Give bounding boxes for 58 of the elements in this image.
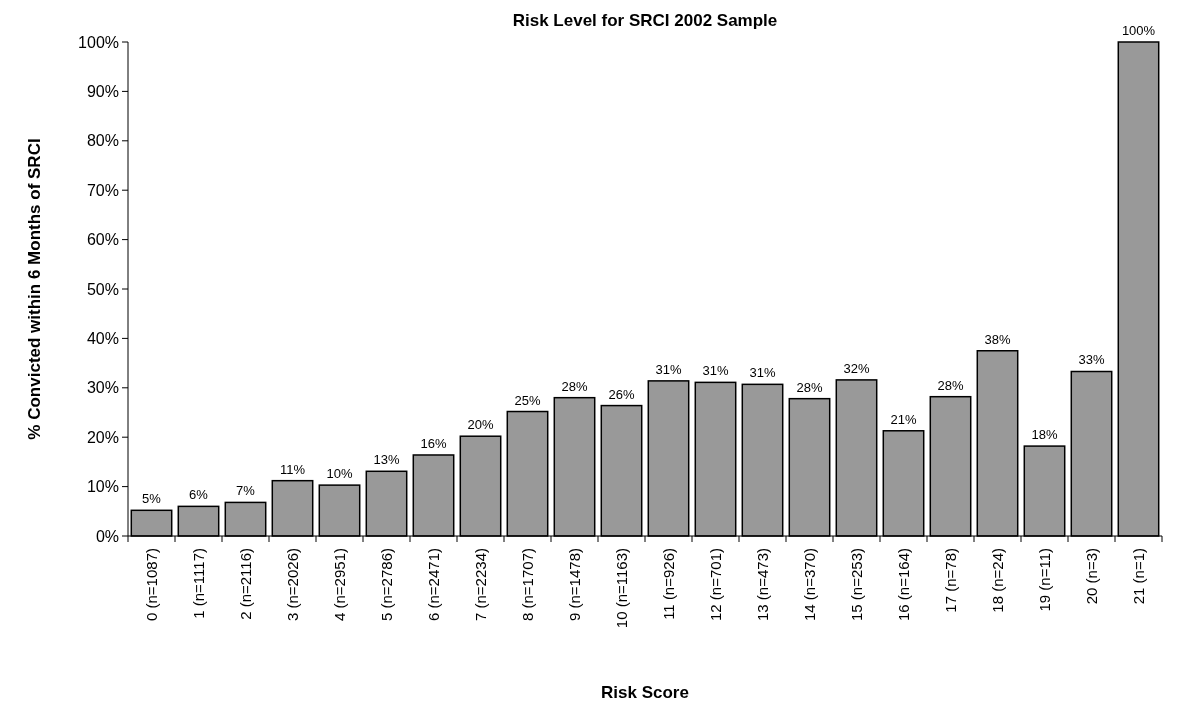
y-tick-label: 0% <box>95 527 119 545</box>
x-tick-label: 14 (n=370) <box>800 548 818 621</box>
x-tick-label: 10 (n=1163) <box>612 548 630 629</box>
y-tick-label: 50% <box>86 280 119 298</box>
data-label: 21% <box>890 411 917 427</box>
data-label: 25% <box>514 392 541 408</box>
data-label: 18% <box>1031 427 1058 443</box>
data-label: 32% <box>843 360 870 376</box>
y-tick-label: 60% <box>86 231 119 249</box>
data-label: 5% <box>142 491 162 507</box>
data-label: 28% <box>561 378 588 394</box>
x-tick-label: 19 (n=11) <box>1035 548 1053 612</box>
y-tick-label: 20% <box>86 428 119 446</box>
y-axis-title: % Convicted within 6 Months of SRCI <box>25 138 44 440</box>
x-tick-label: 21 (n=1) <box>1129 548 1147 605</box>
y-tick-label: 30% <box>86 379 119 397</box>
data-label: 7% <box>236 483 256 499</box>
data-label: 20% <box>467 417 494 433</box>
data-label: 31% <box>749 365 776 381</box>
data-label: 28% <box>937 377 964 393</box>
x-tick-label: 9 (n=1478) <box>565 548 583 621</box>
x-tick-label: 7 (n=2234) <box>471 548 489 621</box>
x-axis-title: Risk Score <box>601 683 689 702</box>
x-tick-label: 20 (n=3) <box>1082 548 1100 605</box>
x-tick-label: 8 (n=1707) <box>518 548 536 621</box>
x-tick-label: 2 (n=2116) <box>236 548 254 620</box>
data-label: 13% <box>373 452 400 468</box>
data-label: 31% <box>655 361 682 377</box>
data-label: 6% <box>189 487 209 503</box>
data-label: 33% <box>1078 352 1105 368</box>
data-label: 10% <box>326 466 353 482</box>
x-tick-label: 4 (n=2951) <box>330 548 348 621</box>
data-label: 26% <box>608 386 635 402</box>
x-tick-label: 0 (n=1087) <box>142 548 160 621</box>
x-tick-label: 1 (n=1117) <box>189 548 207 619</box>
data-label: 100% <box>1121 23 1156 38</box>
x-tick-label: 12 (n=701) <box>706 548 724 621</box>
x-tick-label: 15 (n=253) <box>847 548 865 621</box>
x-tick-label: 3 (n=2026) <box>283 548 301 621</box>
x-tick-label: 13 (n=473) <box>753 548 771 621</box>
x-tick-label: 17 (n=78) <box>941 548 959 613</box>
data-label: 16% <box>420 435 447 451</box>
x-tick-label: 5 (n=2786) <box>377 548 395 621</box>
x-tick-label: 18 (n=24) <box>988 548 1006 613</box>
y-tick-label: 100% <box>78 33 119 51</box>
y-tick-label: 40% <box>86 330 119 347</box>
y-tick-label: 70% <box>86 181 119 199</box>
y-tick-label: 80% <box>86 132 119 150</box>
x-tick-label: 16 (n=164) <box>894 548 912 621</box>
data-label: 11% <box>279 461 306 477</box>
x-tick-label: 11 (n=926) <box>659 548 677 620</box>
data-label: 28% <box>796 379 823 395</box>
y-tick-label: 90% <box>86 83 119 100</box>
data-label: 38% <box>984 331 1011 347</box>
data-label: 31% <box>702 363 729 379</box>
x-tick-label: 6 (n=2471) <box>424 548 442 621</box>
chart-title: Risk Level for SRCI 2002 Sample <box>512 11 778 30</box>
y-tick-label: 10% <box>86 478 119 496</box>
